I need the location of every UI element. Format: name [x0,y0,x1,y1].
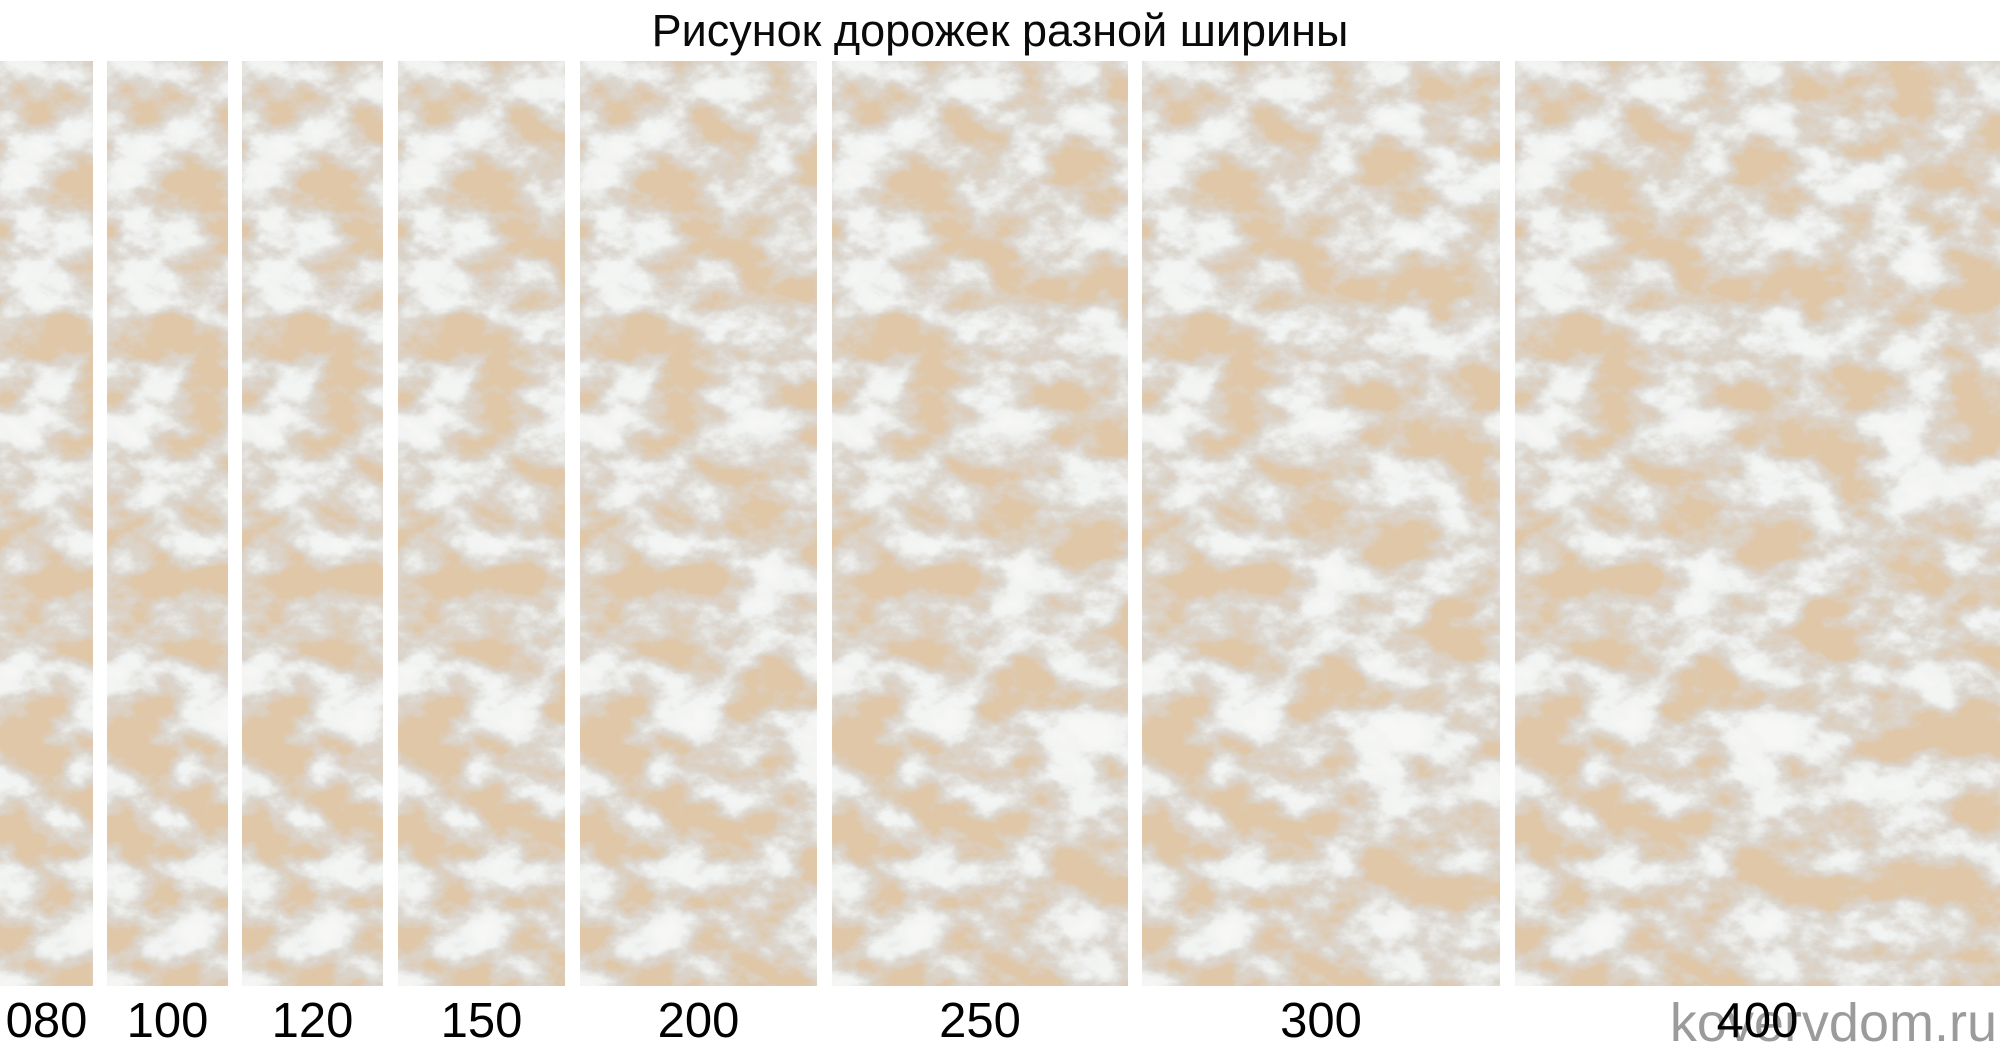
runner-strip-150: 150 [398,61,565,1050]
watermark-text: kovervdom.ru [1669,993,1997,1050]
carpet-texture [0,61,93,986]
runner-strip-120: 120 [242,61,383,1050]
strip-width-label: 300 [1280,994,1362,1048]
carpet-texture [832,61,1128,986]
carpet-texture [107,61,228,986]
carpet-texture [242,61,383,986]
carpet-texture [398,61,565,986]
runner-strip-400: 400 [1515,61,2000,1050]
carpet-texture [1142,61,1500,986]
carpet-texture [580,61,817,986]
strip-width-label: 150 [440,994,523,1048]
runner-strip-250: 250 [832,61,1128,1050]
strip-width-label: 120 [271,994,354,1048]
runner-strip-080: 080 [0,61,93,1050]
strip-width-label: 250 [939,994,1021,1048]
strip-width-label: 100 [126,994,209,1048]
carpet-texture [1515,61,2000,986]
strip-width-label: 080 [5,994,88,1048]
runner-strip-100: 100 [107,61,228,1050]
strip-width-label: 400 [1716,994,1799,1048]
strip-width-label: 200 [657,994,740,1048]
runner-strip-300: 300 [1142,61,1500,1050]
runner-strip-200: 200 [580,61,817,1050]
page-title: Рисунок дорожек разной ширины [651,5,1349,56]
